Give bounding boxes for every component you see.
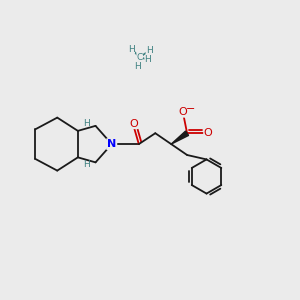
Polygon shape	[171, 131, 189, 144]
Text: O: O	[178, 107, 187, 117]
Text: H: H	[145, 55, 151, 64]
Text: H: H	[128, 44, 135, 53]
Text: O: O	[204, 128, 212, 138]
Text: −: −	[186, 104, 195, 114]
Text: O: O	[129, 119, 138, 129]
Text: H: H	[146, 46, 152, 55]
Text: H: H	[83, 160, 89, 169]
Text: H: H	[134, 61, 141, 70]
Text: N: N	[107, 139, 116, 149]
Text: C: C	[136, 53, 143, 62]
Text: H: H	[83, 119, 89, 128]
